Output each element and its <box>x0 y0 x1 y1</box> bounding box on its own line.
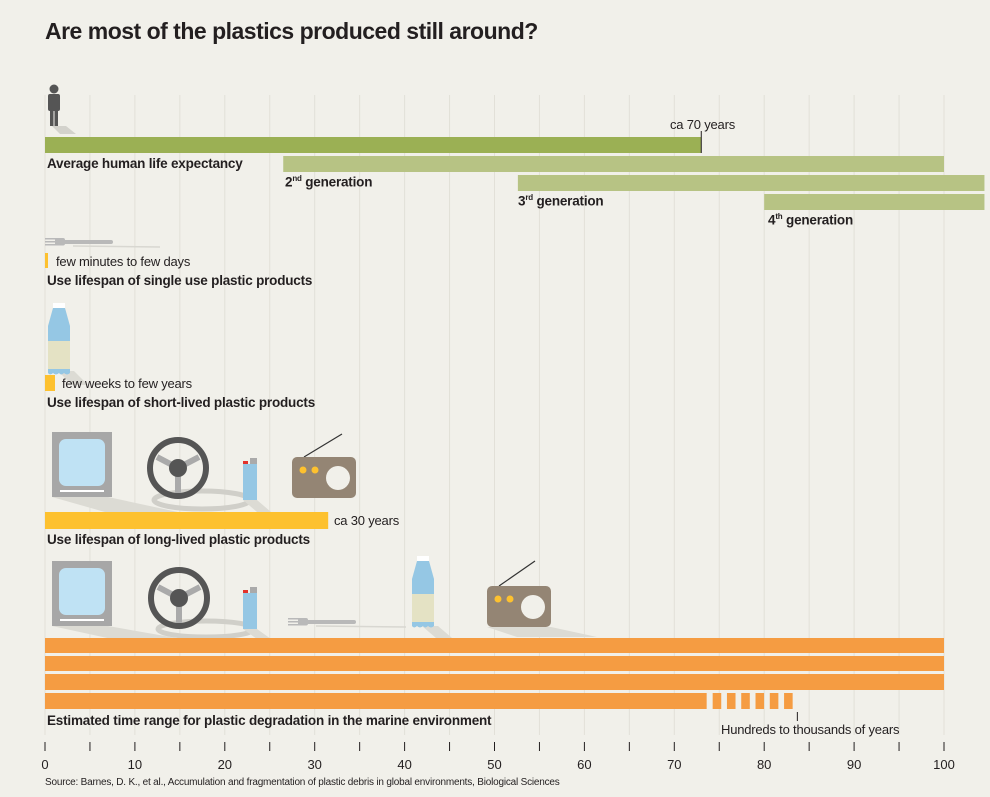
x-tick-label: 70 <box>667 757 681 772</box>
lighter-icon <box>243 458 271 512</box>
x-axis: 0 10 20 30 40 50 60 70 80 90 100 <box>41 742 955 772</box>
bottle-icon <box>48 303 88 385</box>
gen-number: 4 <box>768 212 776 228</box>
gen-number: 2 <box>285 174 293 190</box>
bar-row-4 <box>45 693 707 709</box>
x-tick-label: 30 <box>307 757 321 772</box>
bar-dash <box>769 693 779 709</box>
tv-icon <box>52 432 187 514</box>
annotation-long-lived: ca 30 years <box>334 513 400 528</box>
annotation-marine: Hundreds to thousands of years <box>721 722 900 737</box>
bar-row-3 <box>45 674 944 690</box>
bars <box>45 131 985 721</box>
bar-row-2 <box>45 656 944 671</box>
x-tick-label: 60 <box>577 757 591 772</box>
label-3rd-generation: 3rd generation <box>518 193 604 209</box>
label-4th-generation: 4th generation <box>768 212 853 228</box>
x-tick-label: 100 <box>933 757 955 772</box>
lighter-icon <box>243 587 271 639</box>
page-title: Are most of the plastics produced still … <box>45 18 538 44</box>
group-label-human: Average human life expectancy <box>47 156 243 171</box>
x-tick-label: 0 <box>41 757 48 772</box>
bar-long-lived <box>45 512 329 529</box>
fork-icon <box>288 618 407 628</box>
gen-text: generation <box>301 174 373 190</box>
group-label-marine: Estimated time range for plastic degrada… <box>47 713 492 728</box>
gen-text: generation <box>532 193 604 209</box>
source-note: Source: Barnes, D. K., et al., Accumulat… <box>45 777 560 788</box>
radio-icon <box>292 433 356 498</box>
steering-wheel-icon <box>147 437 253 512</box>
steering-wheel-icon <box>148 567 257 640</box>
bar-4th-generation <box>764 194 985 210</box>
bottle-icon <box>412 556 452 638</box>
gen-text: generation <box>782 212 854 228</box>
bar-dash <box>726 693 736 709</box>
gen-number: 3 <box>518 193 526 209</box>
gen-suffix: rd <box>525 193 533 202</box>
bar-1st-generation <box>45 137 702 153</box>
x-tick-label: 40 <box>397 757 411 772</box>
bar-short-lived <box>45 375 55 391</box>
bar-single-use <box>45 253 48 268</box>
x-tick-label: 20 <box>218 757 232 772</box>
x-tick-label: 10 <box>128 757 142 772</box>
annotation-70-years: ca 70 years <box>670 117 736 132</box>
group-label-long-lived: Use lifespan of long-lived plastic produ… <box>47 532 310 547</box>
x-tick-label: 90 <box>847 757 861 772</box>
x-tick-label: 80 <box>757 757 771 772</box>
bar-3rd-generation <box>517 175 985 191</box>
group-label-single-use: Use lifespan of single use plastic produ… <box>47 273 313 288</box>
bar-dash <box>712 693 722 709</box>
person-icon <box>48 84 76 134</box>
bar-row-1 <box>45 638 944 653</box>
tv-icon <box>52 561 182 639</box>
annotation-single-use: few minutes to few days <box>56 254 191 269</box>
bar-2nd-generation <box>283 156 944 172</box>
annotation-short-lived: few weeks to few years <box>62 376 192 391</box>
gen-suffix: nd <box>292 174 302 183</box>
radio-icon <box>487 560 597 637</box>
label-2nd-generation: 2nd generation <box>285 174 372 190</box>
x-tick-label: 50 <box>487 757 501 772</box>
gen-suffix: th <box>775 212 783 221</box>
group-label-short-lived: Use lifespan of short-lived plastic prod… <box>47 395 316 410</box>
bar-dash <box>755 693 765 709</box>
bar-dash <box>741 693 750 709</box>
bar-dash <box>784 693 793 709</box>
fork-icon <box>45 238 161 248</box>
